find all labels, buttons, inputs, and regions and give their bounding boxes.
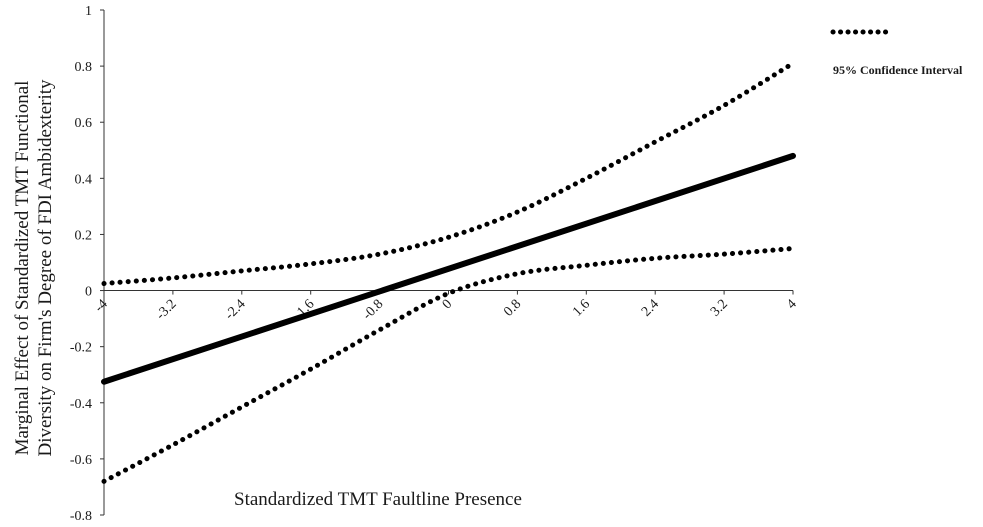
y-tick-label: 0.4 bbox=[75, 172, 93, 187]
y-tick-label: 0.8 bbox=[75, 60, 93, 75]
y-axis-title-line-2: Diversity on Firm's Degree of FDI Ambide… bbox=[35, 79, 56, 457]
x-tick-label: -4 bbox=[92, 297, 111, 316]
x-tick-label: 4 bbox=[784, 297, 800, 313]
y-tick-label: -0.8 bbox=[70, 509, 92, 524]
x-tick-label: -3.2 bbox=[153, 297, 179, 323]
y-tick-label: 0 bbox=[85, 285, 92, 300]
x-tick-label: -0.8 bbox=[360, 297, 386, 323]
lower-confidence-line bbox=[101, 245, 796, 484]
y-tick-label: -0.4 bbox=[70, 397, 92, 412]
marginal-effect-line bbox=[101, 152, 796, 385]
y-tick-label: -0.2 bbox=[70, 341, 92, 356]
y-tick-label: 0.2 bbox=[75, 228, 93, 243]
x-tick-label: 3.2 bbox=[708, 297, 731, 320]
plot-area: 1 0.8 0.6 0.4 0.2 0 -0.2 -0.4 -0.6 -0.8 -4 -3.2 -2.4… bbox=[70, 4, 800, 524]
legend-label: 95% Confidence Interval bbox=[833, 63, 963, 77]
y-tick-label: -0.6 bbox=[70, 453, 92, 468]
y-tick-label: 1 bbox=[85, 4, 92, 19]
x-tick-label: 0 bbox=[440, 297, 456, 313]
x-tick-label: 2.4 bbox=[639, 297, 662, 320]
x-axis-title: Standardized TMT Faultline Presence bbox=[234, 489, 522, 510]
y-tick-label: 0.6 bbox=[75, 116, 93, 131]
x-tick-label: 1.6 bbox=[570, 297, 593, 320]
upper-confidence-line bbox=[101, 60, 796, 287]
y-axis-title-line-1: Marginal Effect of Standardized TMT Func… bbox=[12, 81, 33, 456]
legend: 95% Confidence Interval bbox=[830, 29, 963, 77]
y-axis-title: Marginal Effect of Standardized TMT Func… bbox=[12, 79, 56, 457]
x-tick-label: 0.8 bbox=[501, 297, 524, 320]
x-tick-label: -2.4 bbox=[222, 297, 248, 323]
